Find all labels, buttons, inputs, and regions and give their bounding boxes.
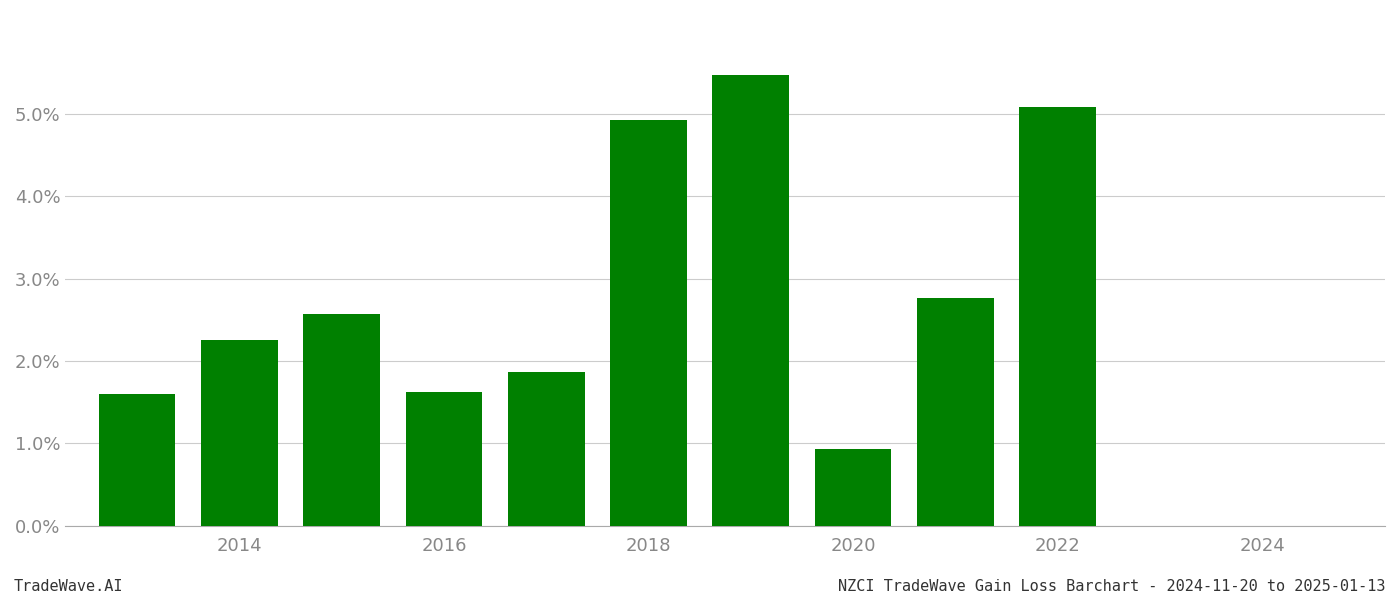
- Text: TradeWave.AI: TradeWave.AI: [14, 579, 123, 594]
- Bar: [1019, 107, 1096, 526]
- Bar: [406, 392, 483, 526]
- Bar: [713, 75, 790, 526]
- Bar: [202, 340, 277, 526]
- Bar: [508, 372, 585, 526]
- Bar: [304, 314, 379, 526]
- Bar: [917, 298, 994, 526]
- Bar: [99, 394, 175, 526]
- Bar: [610, 121, 687, 526]
- Bar: [815, 449, 892, 526]
- Text: NZCI TradeWave Gain Loss Barchart - 2024-11-20 to 2025-01-13: NZCI TradeWave Gain Loss Barchart - 2024…: [839, 579, 1386, 594]
